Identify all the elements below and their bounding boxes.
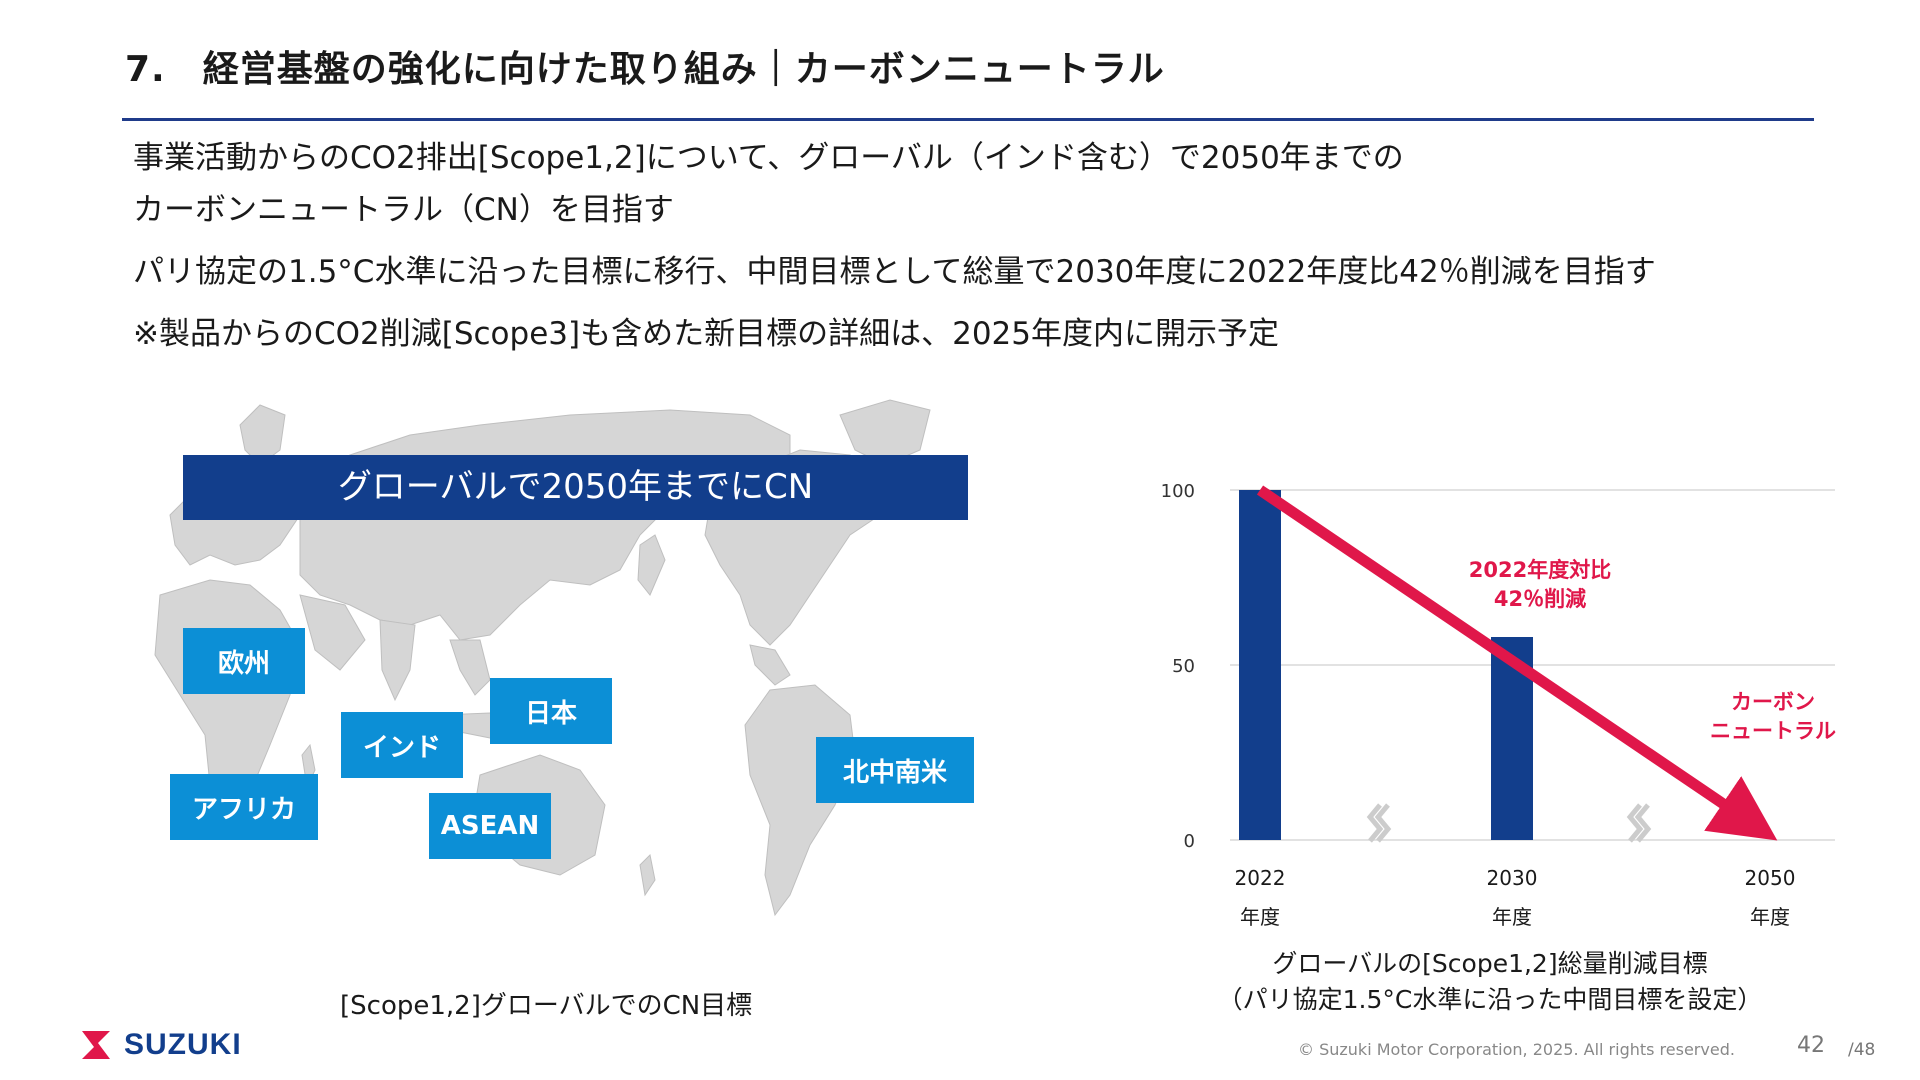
region-india: インド: [341, 712, 463, 778]
bullet-line-2: カーボンニュートラル（CN）を目指す: [133, 192, 674, 228]
map-seasia: [449, 639, 491, 696]
copyright: © Suzuki Motor Corporation, 2025. All ri…: [1298, 1040, 1735, 1059]
annotation-reduction-line1: 2022年度対比: [1469, 558, 1611, 582]
y-tick-label-0: 0: [1184, 831, 1195, 852]
x-tick-sublabel-2030: 年度: [1492, 905, 1532, 929]
page-title: 7. 経営基盤の強化に向けた取り組み｜カーボンニュートラル: [125, 49, 1165, 90]
bar-2022: [1239, 490, 1281, 840]
bullet-line-3: パリ協定の1.5°C水準に沿った目標に移行、中間目標として総量で2030年度に2…: [133, 254, 1656, 290]
x-tick-label-2030: 2030: [1487, 866, 1538, 890]
bullet-line-4: ※製品からのCO2削減[Scope3]も含めた新目標の詳細は、2025年度内に開…: [133, 316, 1279, 352]
map-greenland: [839, 399, 931, 466]
annotation-neutral-line1: カーボン: [1731, 690, 1815, 714]
bullet-line-1: 事業活動からのCO2排出[Scope1,2]について、グローバル（インド含む）で…: [133, 140, 1404, 176]
logo-text: SUZUKI: [124, 1028, 242, 1061]
chart-caption-line2: （パリ協定1.5°C水準に沿った中間目標を設定）: [1217, 985, 1763, 1014]
bullet-list: 事業活動からのCO2排出[Scope1,2]について、グローバル（インド含む）で…: [133, 132, 1656, 360]
region-japan: 日本: [490, 678, 612, 744]
suzuki-logo: SUZUKI: [78, 1028, 242, 1062]
reduction-chart: 0 50 100 2022 年度 2030 年度 2050 年度 2022年度対比 42％削減…: [1161, 481, 1836, 929]
map-india: [379, 619, 416, 702]
region-asean: ASEAN: [429, 793, 551, 859]
axis-break-marks: [1366, 803, 1652, 843]
x-tick-sublabel-2050: 年度: [1750, 905, 1790, 929]
cn-target-banner: グローバルで2050年までにCN: [183, 455, 968, 520]
chart-caption-line1: グローバルの[Scope1,2]総量削減目標: [1272, 949, 1708, 978]
annotation-reduction-line2: 42％削減: [1494, 587, 1586, 611]
map-japan: [637, 534, 666, 596]
x-tick-label-2022: 2022: [1235, 866, 1286, 890]
page-total: /48: [1848, 1040, 1876, 1060]
trend-arrow: [1256, 485, 1778, 841]
region-americas: 北中南米: [816, 737, 974, 803]
map-newzealand: [639, 853, 656, 897]
region-africa: アフリカ: [170, 774, 318, 840]
page-number: 42: [1797, 1033, 1825, 1058]
x-tick-sublabel-2022: 年度: [1240, 905, 1280, 929]
y-tick-label-50: 50: [1172, 656, 1195, 677]
y-tick-label-100: 100: [1161, 481, 1195, 502]
map-scandinavia: [239, 404, 286, 466]
x-tick-label-2050: 2050: [1745, 866, 1796, 890]
suzuki-s-mark-icon: [82, 1031, 110, 1059]
region-europe: 欧州: [183, 628, 305, 694]
chart-caption: グローバルの[Scope1,2]総量削減目標 （パリ協定1.5°C水準に沿った中…: [1190, 946, 1790, 1018]
map-caption: [Scope1,2]グローバルでのCN目標: [340, 991, 753, 1021]
map-central-america: [749, 644, 791, 686]
annotation-neutral-line2: ニュートラル: [1710, 719, 1836, 743]
map-arabia: [299, 594, 366, 671]
title-divider: [122, 118, 1814, 121]
